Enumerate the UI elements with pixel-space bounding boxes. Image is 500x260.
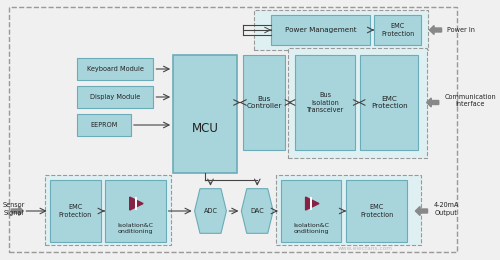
- Text: Display Module: Display Module: [90, 94, 140, 100]
- FancyBboxPatch shape: [272, 15, 370, 45]
- Text: Bus
Controller: Bus Controller: [246, 96, 282, 109]
- Text: Isolation&C
onditioning: Isolation&C onditioning: [293, 223, 329, 234]
- FancyBboxPatch shape: [105, 180, 166, 242]
- FancyBboxPatch shape: [50, 180, 101, 242]
- FancyBboxPatch shape: [76, 114, 131, 136]
- Text: Communication
Interface: Communication Interface: [444, 94, 496, 107]
- Text: DAC: DAC: [250, 208, 264, 214]
- Text: EMC
Protection: EMC Protection: [381, 23, 414, 37]
- Polygon shape: [426, 98, 438, 107]
- FancyBboxPatch shape: [76, 58, 154, 80]
- FancyBboxPatch shape: [360, 55, 418, 150]
- Polygon shape: [416, 206, 428, 216]
- Text: EMC
Protection: EMC Protection: [58, 204, 92, 218]
- Polygon shape: [306, 197, 319, 210]
- Polygon shape: [11, 206, 24, 216]
- Text: EMC
Protection: EMC Protection: [371, 96, 408, 109]
- FancyBboxPatch shape: [173, 55, 236, 173]
- Polygon shape: [430, 25, 442, 35]
- Text: Power Management: Power Management: [284, 27, 356, 33]
- Polygon shape: [130, 197, 143, 210]
- FancyBboxPatch shape: [280, 180, 342, 242]
- FancyBboxPatch shape: [346, 180, 407, 242]
- Text: MCU: MCU: [192, 122, 218, 135]
- Text: 4-20mA
Output: 4-20mA Output: [433, 202, 458, 216]
- Text: Power In: Power In: [447, 27, 475, 33]
- FancyBboxPatch shape: [45, 175, 171, 245]
- Text: Isolation&C
onditioning: Isolation&C onditioning: [117, 223, 153, 234]
- FancyBboxPatch shape: [288, 48, 426, 158]
- Text: Bus
Isolation
Transceiver: Bus Isolation Transceiver: [306, 92, 344, 113]
- Text: EMC
Protection: EMC Protection: [360, 204, 393, 218]
- Text: Sensor
Signal: Sensor Signal: [3, 202, 25, 216]
- Text: ADC: ADC: [204, 208, 218, 214]
- FancyBboxPatch shape: [243, 55, 286, 150]
- FancyBboxPatch shape: [254, 10, 428, 50]
- Polygon shape: [242, 189, 273, 233]
- FancyBboxPatch shape: [294, 55, 356, 150]
- Polygon shape: [194, 189, 226, 233]
- FancyBboxPatch shape: [276, 175, 421, 245]
- Text: www.elecfans.com: www.elecfans.com: [338, 245, 392, 250]
- Text: EEPROM: EEPROM: [90, 122, 118, 128]
- FancyBboxPatch shape: [374, 15, 421, 45]
- FancyBboxPatch shape: [76, 86, 154, 108]
- Text: Keyboard Module: Keyboard Module: [86, 66, 144, 72]
